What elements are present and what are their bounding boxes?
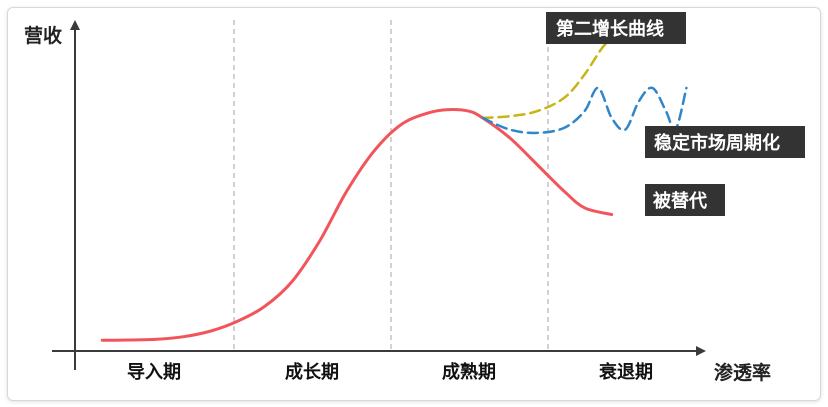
phase-label-decline: 衰退期 xyxy=(598,361,653,383)
annotation-stable-cycle: 稳定市场周期化 xyxy=(645,126,805,158)
series-line-lifecycle xyxy=(100,108,614,342)
y-axis-title: 营收 xyxy=(24,24,62,47)
annotation-second-growth: 第二增长曲线 xyxy=(546,12,686,44)
annotation-second-growth-text: 第二增长曲线 xyxy=(556,18,664,40)
phase-label-growth: 成长期 xyxy=(285,361,339,383)
annotation-replaced: 被替代 xyxy=(645,184,725,216)
x-axis-title: 渗透率 xyxy=(714,361,771,384)
series-line-stable-cycle xyxy=(481,86,688,135)
phase-label-intro: 导入期 xyxy=(127,362,181,383)
phase-dividers xyxy=(233,20,549,351)
annotation-replaced-text: 被替代 xyxy=(653,190,707,212)
annotation-stable-cycle-text: 稳定市场周期化 xyxy=(654,132,780,154)
phase-label-maturity: 成熟期 xyxy=(442,361,496,383)
